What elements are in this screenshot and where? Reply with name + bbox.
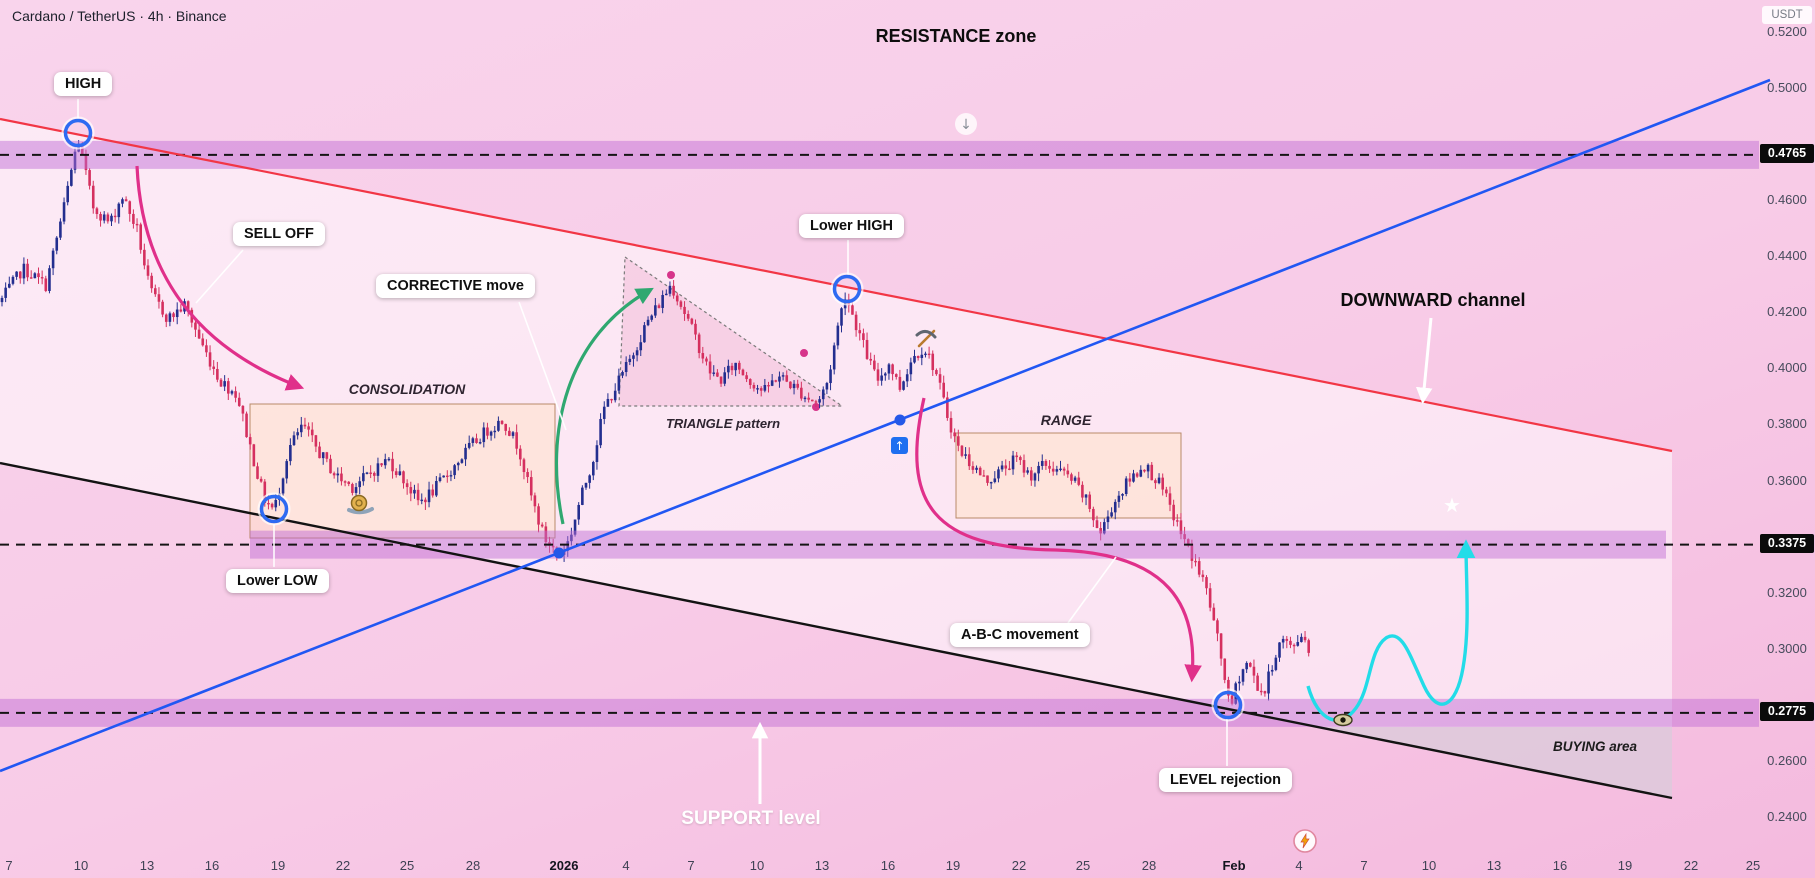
price-tick-label: 0.3000 <box>1767 640 1807 656</box>
abc-movement-label[interactable]: A-B-C movement <box>950 623 1090 647</box>
corrective-move-label[interactable]: CORRECTIVE move <box>376 274 535 298</box>
time-tick-label: 25 <box>1075 858 1091 873</box>
downward-channel-text[interactable]: DOWNWARD channel <box>1340 290 1526 310</box>
trendline-touch-dot[interactable] <box>894 414 906 426</box>
time-tick-label: 4 <box>1295 858 1303 873</box>
time-tick-label: 28 <box>1141 858 1157 873</box>
time-tick-label: 10 <box>749 858 765 873</box>
price-tick-label: 0.4000 <box>1767 360 1807 376</box>
down-arrow-circle-icon[interactable]: ↓ <box>955 113 977 135</box>
time-tick-label: 22 <box>1683 858 1699 873</box>
svg-text:↓: ↓ <box>960 117 972 133</box>
price-tick-label: 0.3800 <box>1767 416 1807 432</box>
price-tick-label: 0.5000 <box>1767 80 1807 95</box>
time-tick-label: 28 <box>465 858 481 873</box>
swing-point-ring-marker[interactable] <box>259 494 289 524</box>
label-connector-line <box>1067 556 1117 624</box>
high-label[interactable]: HIGH <box>54 72 113 96</box>
time-tick-label: 22 <box>335 858 351 873</box>
time-tick-label: 19 <box>1617 858 1633 873</box>
support-level-text[interactable]: SUPPORT level <box>681 808 821 829</box>
svg-text:↑: ↑ <box>894 439 904 453</box>
time-tick-label: 13 <box>1486 858 1502 873</box>
swing-point-ring-marker[interactable] <box>63 118 93 148</box>
marker-halo <box>1211 688 1245 722</box>
abc-movement-arrow[interactable] <box>915 397 1202 683</box>
snail-icon[interactable] <box>347 494 374 515</box>
time-tick-label: 13 <box>814 858 830 873</box>
price-tick-label: 0.4400 <box>1767 248 1807 264</box>
price-tick-label: 0.3200 <box>1767 584 1807 600</box>
price-tick-label: 0.5200 <box>1767 23 1807 39</box>
swing-point-ring-marker[interactable] <box>1213 690 1243 720</box>
candlestick-series <box>0 140 1310 706</box>
ascending-trendline[interactable] <box>0 78 1771 773</box>
triangle-anchor-dot <box>667 271 675 279</box>
time-tick-label: 13 <box>139 858 155 873</box>
time-tick-label: 7 <box>1360 858 1368 873</box>
price-tick-label: 0.4600 <box>1767 192 1807 208</box>
pickaxe-icon[interactable] <box>915 329 937 348</box>
trendline-touch-dot[interactable] <box>553 547 565 559</box>
resistance-zone-text[interactable]: RESISTANCE zone <box>875 26 1037 46</box>
price-tick-label: 0.2600 <box>1767 752 1807 768</box>
time-tick-label: 16 <box>1552 858 1568 873</box>
price-level-badge[interactable]: 0.4765 <box>1760 143 1814 163</box>
time-tick-label: 22 <box>1011 858 1027 873</box>
price-level-badge[interactable]: 0.3375 <box>1760 533 1814 553</box>
price-level-badge[interactable]: 0.2775 <box>1760 701 1814 721</box>
buying-area-text[interactable]: BUYING area <box>1552 739 1638 754</box>
time-tick-label: 19 <box>270 858 286 873</box>
lower-low-label[interactable]: Lower LOW <box>226 569 329 593</box>
quote-currency-label[interactable]: USDT <box>1762 6 1812 24</box>
time-tick-label: 7 <box>687 858 695 873</box>
eye-icon[interactable] <box>1333 713 1353 727</box>
price-tick-label: 0.3600 <box>1767 472 1807 488</box>
marker-halo <box>830 272 864 306</box>
downward-channel-pointer-arrow[interactable] <box>1415 317 1433 405</box>
time-tick-label: 19 <box>945 858 961 873</box>
sell-off-label[interactable]: SELL OFF <box>233 222 325 246</box>
range-text[interactable]: RANGE <box>1040 412 1092 428</box>
time-tick-label: 16 <box>880 858 896 873</box>
star-icon[interactable]: ★ <box>1443 493 1461 517</box>
consolidation-box[interactable] <box>249 403 556 539</box>
time-tick-label: 2026 <box>549 858 579 873</box>
up-arrow-icon[interactable]: ↑ <box>891 437 908 454</box>
label-connector-line <box>518 301 567 431</box>
triangle-pattern-text[interactable]: TRIANGLE pattern <box>665 416 781 431</box>
lower-high-label[interactable]: Lower HIGH <box>799 214 904 238</box>
time-tick-label: 25 <box>1745 858 1761 873</box>
level-rejection-label[interactable]: LEVEL rejection <box>1159 768 1292 792</box>
price-tick-label: 0.4200 <box>1767 304 1807 320</box>
time-tick-label: 4 <box>622 858 630 873</box>
price-tick-label: 0.2400 <box>1767 809 1807 824</box>
time-tick-label: 16 <box>204 858 220 873</box>
sell-off-arrow[interactable] <box>135 165 305 391</box>
time-tick-label: 7 <box>5 858 13 873</box>
projected-move-arrow[interactable] <box>1306 539 1476 722</box>
consolidation-text[interactable]: CONSOLIDATION <box>348 381 466 397</box>
label-connector-line <box>195 249 244 304</box>
range-box[interactable] <box>955 432 1182 519</box>
triangle-anchor-dot <box>812 403 820 411</box>
swing-point-ring-marker[interactable] <box>832 274 862 304</box>
marker-halo <box>257 492 291 526</box>
svg-text:★: ★ <box>1443 493 1461 517</box>
corrective-move-arrow[interactable] <box>554 287 654 525</box>
time-tick-label: 10 <box>73 858 89 873</box>
time-tick-label: 10 <box>1421 858 1437 873</box>
triangle-anchor-dot <box>800 349 808 357</box>
time-tick-label: Feb <box>1222 858 1246 873</box>
symbol-legend[interactable]: Cardano / TetherUS · 4h · Binance <box>12 8 227 24</box>
marker-halo <box>61 116 95 150</box>
time-tick-label: 25 <box>399 858 415 873</box>
lightning-icon[interactable] <box>1293 829 1317 853</box>
